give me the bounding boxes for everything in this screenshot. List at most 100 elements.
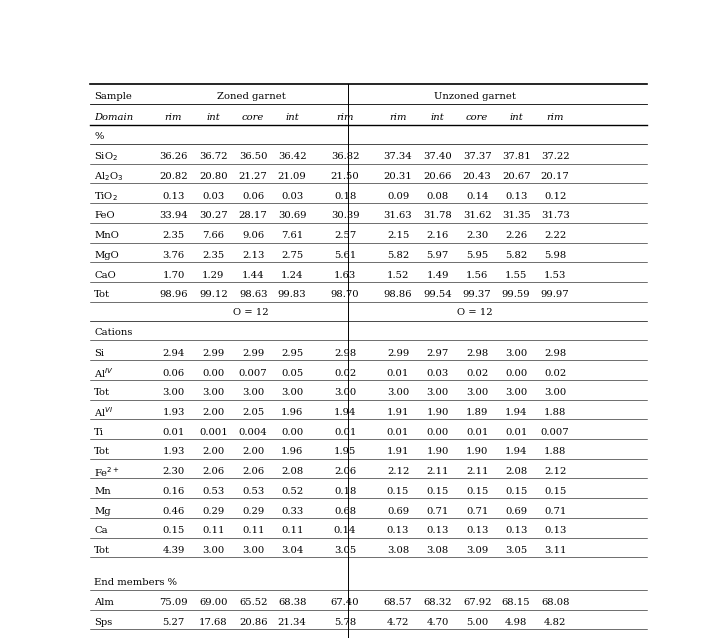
Text: 1.91: 1.91 — [387, 408, 409, 417]
Text: 1.44: 1.44 — [242, 271, 265, 279]
Text: 37.40: 37.40 — [423, 152, 452, 161]
Text: 0.06: 0.06 — [162, 369, 185, 378]
Text: 99.54: 99.54 — [423, 290, 452, 299]
Text: 3.05: 3.05 — [334, 546, 356, 555]
Text: MgO: MgO — [94, 251, 119, 260]
Text: 2.94: 2.94 — [162, 349, 185, 358]
Text: 0.15: 0.15 — [162, 526, 185, 535]
Text: 0.00: 0.00 — [281, 427, 303, 436]
Text: 0.53: 0.53 — [202, 487, 224, 496]
Text: rim: rim — [336, 113, 354, 122]
Text: 2.75: 2.75 — [281, 251, 303, 260]
Text: 5.00: 5.00 — [466, 618, 488, 627]
Text: 1.91: 1.91 — [387, 447, 409, 456]
Text: 3.00: 3.00 — [505, 349, 527, 358]
Text: 0.00: 0.00 — [505, 369, 527, 378]
Text: 3.05: 3.05 — [505, 546, 527, 555]
Text: 68.57: 68.57 — [384, 598, 412, 607]
Text: 0.68: 0.68 — [334, 507, 356, 516]
Text: 1.90: 1.90 — [426, 447, 449, 456]
Text: MnO: MnO — [94, 231, 119, 240]
Text: 98.63: 98.63 — [239, 290, 267, 299]
Text: 0.15: 0.15 — [505, 487, 527, 496]
Text: 3.04: 3.04 — [281, 546, 303, 555]
Text: 5.61: 5.61 — [334, 251, 356, 260]
Text: 21.09: 21.09 — [278, 172, 306, 181]
Text: 0.13: 0.13 — [162, 192, 185, 201]
Text: rim: rim — [389, 113, 407, 122]
Text: 0.01: 0.01 — [387, 427, 409, 436]
Text: 0.03: 0.03 — [202, 192, 224, 201]
Text: int: int — [431, 113, 444, 122]
Text: End members %: End members % — [94, 578, 178, 587]
Text: 0.29: 0.29 — [242, 507, 265, 516]
Text: 20.67: 20.67 — [502, 172, 531, 181]
Text: 20.17: 20.17 — [541, 172, 569, 181]
Text: 20.43: 20.43 — [463, 172, 492, 181]
Text: 68.38: 68.38 — [278, 598, 306, 607]
Text: FeO: FeO — [94, 211, 115, 221]
Text: 3.00: 3.00 — [426, 389, 449, 397]
Text: 2.57: 2.57 — [334, 231, 356, 240]
Text: 36.82: 36.82 — [331, 152, 360, 161]
Text: 98.96: 98.96 — [159, 290, 188, 299]
Text: 20.82: 20.82 — [159, 172, 188, 181]
Text: 0.18: 0.18 — [334, 487, 357, 496]
Text: 3.00: 3.00 — [505, 389, 527, 397]
Text: core: core — [466, 113, 488, 122]
Text: 5.27: 5.27 — [162, 618, 185, 627]
Text: 0.01: 0.01 — [334, 427, 357, 436]
Text: 0.00: 0.00 — [202, 369, 224, 378]
Text: 31.62: 31.62 — [463, 211, 492, 221]
Text: 0.29: 0.29 — [202, 507, 224, 516]
Text: 33.94: 33.94 — [159, 211, 188, 221]
Text: 5.82: 5.82 — [387, 251, 409, 260]
Text: 0.01: 0.01 — [505, 427, 527, 436]
Text: 1.95: 1.95 — [334, 447, 357, 456]
Text: 2.30: 2.30 — [162, 467, 185, 476]
Text: 0.01: 0.01 — [387, 369, 409, 378]
Text: 0.02: 0.02 — [334, 369, 356, 378]
Text: 20.86: 20.86 — [239, 618, 267, 627]
Text: 0.004: 0.004 — [239, 427, 267, 436]
Text: Al$^{VI}$: Al$^{VI}$ — [94, 406, 114, 419]
Text: int: int — [509, 113, 523, 122]
Text: 0.13: 0.13 — [387, 526, 409, 535]
Text: 3.00: 3.00 — [281, 389, 303, 397]
Text: 67.40: 67.40 — [331, 598, 360, 607]
Text: 2.26: 2.26 — [505, 231, 527, 240]
Text: 30.69: 30.69 — [278, 211, 306, 221]
Text: 37.37: 37.37 — [463, 152, 492, 161]
Text: 1.49: 1.49 — [426, 271, 449, 279]
Text: 1.56: 1.56 — [466, 271, 488, 279]
Text: 3.00: 3.00 — [466, 389, 488, 397]
Text: 36.42: 36.42 — [278, 152, 306, 161]
Text: 3.11: 3.11 — [544, 546, 567, 555]
Text: 1.94: 1.94 — [505, 408, 528, 417]
Text: 3.00: 3.00 — [162, 389, 185, 397]
Text: Mg: Mg — [94, 507, 111, 516]
Text: Fe$^{2+}$: Fe$^{2+}$ — [94, 464, 120, 478]
Text: 1.70: 1.70 — [162, 271, 185, 279]
Text: 1.52: 1.52 — [387, 271, 409, 279]
Text: 2.08: 2.08 — [505, 467, 527, 476]
Text: rim: rim — [165, 113, 182, 122]
Text: 2.99: 2.99 — [387, 349, 409, 358]
Text: 0.13: 0.13 — [426, 526, 449, 535]
Text: 37.81: 37.81 — [502, 152, 531, 161]
Text: 2.06: 2.06 — [202, 467, 224, 476]
Text: 1.96: 1.96 — [281, 447, 303, 456]
Text: Cations: Cations — [94, 329, 133, 338]
Text: 2.16: 2.16 — [426, 231, 449, 240]
Text: 4.82: 4.82 — [544, 618, 567, 627]
Text: 0.08: 0.08 — [426, 192, 449, 201]
Text: 65.52: 65.52 — [239, 598, 267, 607]
Text: 99.97: 99.97 — [541, 290, 569, 299]
Text: 1.96: 1.96 — [281, 408, 303, 417]
Text: 30.39: 30.39 — [331, 211, 360, 221]
Text: 1.90: 1.90 — [426, 408, 449, 417]
Text: 1.93: 1.93 — [162, 408, 185, 417]
Text: 2.08: 2.08 — [281, 467, 303, 476]
Text: O = 12: O = 12 — [457, 308, 493, 317]
Text: 0.46: 0.46 — [162, 507, 185, 516]
